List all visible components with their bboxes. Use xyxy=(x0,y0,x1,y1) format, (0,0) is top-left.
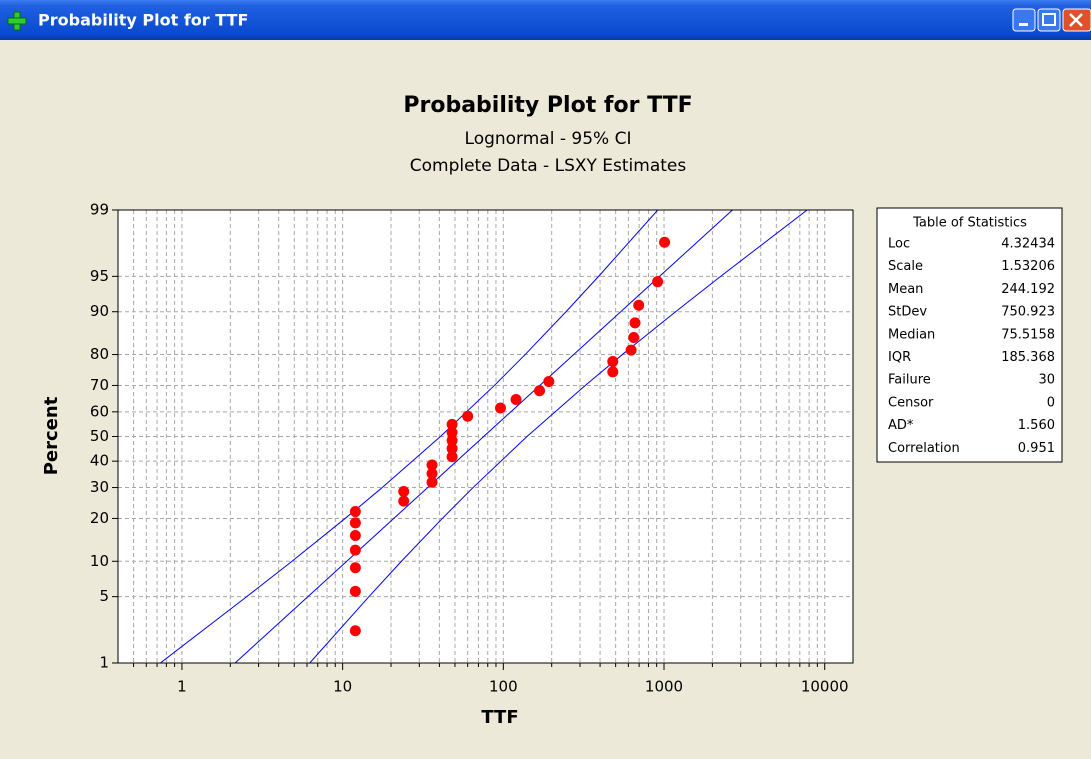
fit-line xyxy=(160,210,659,663)
stat-value: 0.951 xyxy=(1018,441,1055,456)
stat-value: 0 xyxy=(1047,395,1055,410)
data-point xyxy=(633,299,645,311)
data-point xyxy=(494,402,506,414)
data-point xyxy=(534,385,546,397)
y-tick-label: 5 xyxy=(99,587,109,605)
data-point xyxy=(625,344,637,356)
stat-name: Loc xyxy=(888,237,910,252)
data-point xyxy=(349,517,361,529)
data-point xyxy=(426,467,438,479)
y-tick-label: 60 xyxy=(90,402,109,420)
data-point xyxy=(349,544,361,556)
fit-line xyxy=(234,210,733,663)
data-point xyxy=(398,485,410,497)
stat-value: 1.560 xyxy=(1018,418,1055,433)
chart-title: Probability Plot for TTF xyxy=(403,93,692,118)
data-point xyxy=(349,625,361,637)
data-point xyxy=(446,426,458,438)
y-tick-label: 10 xyxy=(90,552,109,570)
maximize-button[interactable] xyxy=(1037,8,1061,32)
stat-name: IQR xyxy=(888,350,911,365)
stats-table xyxy=(876,207,1063,463)
data-point xyxy=(349,530,361,542)
data-point xyxy=(628,331,640,343)
data-point xyxy=(462,410,474,422)
data-point xyxy=(446,418,458,430)
stat-value: 185.368 xyxy=(1001,350,1055,365)
y-tick-label: 99 xyxy=(90,201,109,219)
stat-name: Mean xyxy=(888,282,923,297)
data-point xyxy=(510,394,522,406)
chart-subtitle: Lognormal - 95% CI xyxy=(465,129,632,149)
data-point xyxy=(349,562,361,574)
plot-frame xyxy=(117,209,854,664)
y-tick-label: 90 xyxy=(90,302,109,320)
plot-marks xyxy=(160,210,808,663)
y-tick-label: 70 xyxy=(90,376,109,394)
stat-name: Censor xyxy=(888,395,934,410)
y-tick-label: 95 xyxy=(90,267,109,285)
x-tick-label: 1 xyxy=(177,678,187,696)
data-point xyxy=(446,435,458,447)
x-tick-label: 10000 xyxy=(801,678,849,696)
stat-name: AD* xyxy=(888,418,914,433)
y-tick-label: 40 xyxy=(90,452,109,470)
stat-value: 750.923 xyxy=(1001,305,1055,320)
fit-line xyxy=(309,210,808,663)
chart-subtitle: Complete Data - LSXY Estimates xyxy=(410,156,687,176)
stat-value: 75.5158 xyxy=(1001,327,1055,342)
stat-value: 30 xyxy=(1038,373,1055,388)
data-point xyxy=(607,355,619,367)
minimize-glyph xyxy=(1019,23,1028,26)
y-tick-label: 20 xyxy=(90,509,109,527)
close-glyph xyxy=(1069,13,1083,27)
y-axis-label: Percent xyxy=(41,396,62,475)
stats-table-title: Table of Statistics xyxy=(912,216,1027,231)
minimize-button[interactable] xyxy=(1012,8,1036,32)
data-point xyxy=(349,585,361,597)
y-tick-label: 80 xyxy=(90,345,109,363)
data-point xyxy=(629,317,641,329)
window-title: Probability Plot for TTF xyxy=(38,11,248,30)
data-point xyxy=(446,443,458,455)
y-tick-label: 30 xyxy=(90,478,109,496)
x-tick-label: 10 xyxy=(333,678,352,696)
stat-value: 1.53206 xyxy=(1001,259,1055,274)
stat-name: Failure xyxy=(888,373,931,388)
data-point xyxy=(543,376,555,388)
stat-value: 4.32434 xyxy=(1001,237,1055,252)
data-point xyxy=(426,476,438,488)
data-point xyxy=(652,276,664,288)
stat-name: Median xyxy=(888,327,935,342)
maximize-glyph xyxy=(1042,13,1056,26)
stat-value: 244.192 xyxy=(1001,282,1055,297)
x-tick-label: 1000 xyxy=(645,678,683,696)
app-icon xyxy=(7,11,27,31)
title-bar xyxy=(0,0,1091,40)
data-point xyxy=(426,459,438,471)
data-point xyxy=(349,506,361,518)
x-tick-label: 100 xyxy=(489,678,518,696)
window-buttons[interactable] xyxy=(1012,8,1091,32)
data-point xyxy=(607,366,619,378)
y-tick-label: 1 xyxy=(99,654,109,672)
y-tick-label: 50 xyxy=(90,427,109,445)
x-axis-label: TTF xyxy=(481,707,518,728)
stat-name: Correlation xyxy=(888,441,960,456)
stat-name: Scale xyxy=(888,259,923,274)
stats-rows: Loc 4.32434 Scale 1.53206 Mean 244.192 StDev 75… xyxy=(888,237,1055,456)
data-point xyxy=(659,236,671,248)
data-point xyxy=(398,495,410,507)
data-point xyxy=(446,451,458,463)
stat-name: StDev xyxy=(888,305,927,320)
